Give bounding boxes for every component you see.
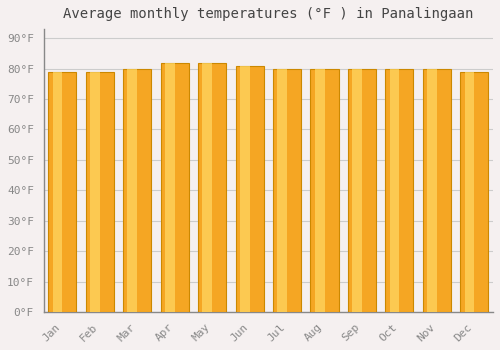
Bar <box>202 63 212 312</box>
Bar <box>90 72 100 312</box>
Bar <box>273 69 301 312</box>
Bar <box>386 69 413 312</box>
Bar <box>86 72 114 312</box>
Bar <box>314 69 324 312</box>
Bar <box>236 65 264 312</box>
Bar <box>240 65 250 312</box>
Bar <box>348 69 376 312</box>
Bar <box>464 72 474 312</box>
Bar <box>128 69 138 312</box>
Bar <box>198 63 226 312</box>
Bar <box>390 69 400 312</box>
Bar <box>423 69 451 312</box>
Bar <box>52 72 62 312</box>
Bar <box>160 63 189 312</box>
Bar <box>48 72 76 312</box>
Bar <box>310 69 338 312</box>
Bar <box>278 69 287 312</box>
Bar <box>165 63 174 312</box>
Bar <box>352 69 362 312</box>
Bar <box>427 69 437 312</box>
Bar <box>460 72 488 312</box>
Bar <box>123 69 152 312</box>
Title: Average monthly temperatures (°F ) in Panalingaan: Average monthly temperatures (°F ) in Pa… <box>63 7 474 21</box>
